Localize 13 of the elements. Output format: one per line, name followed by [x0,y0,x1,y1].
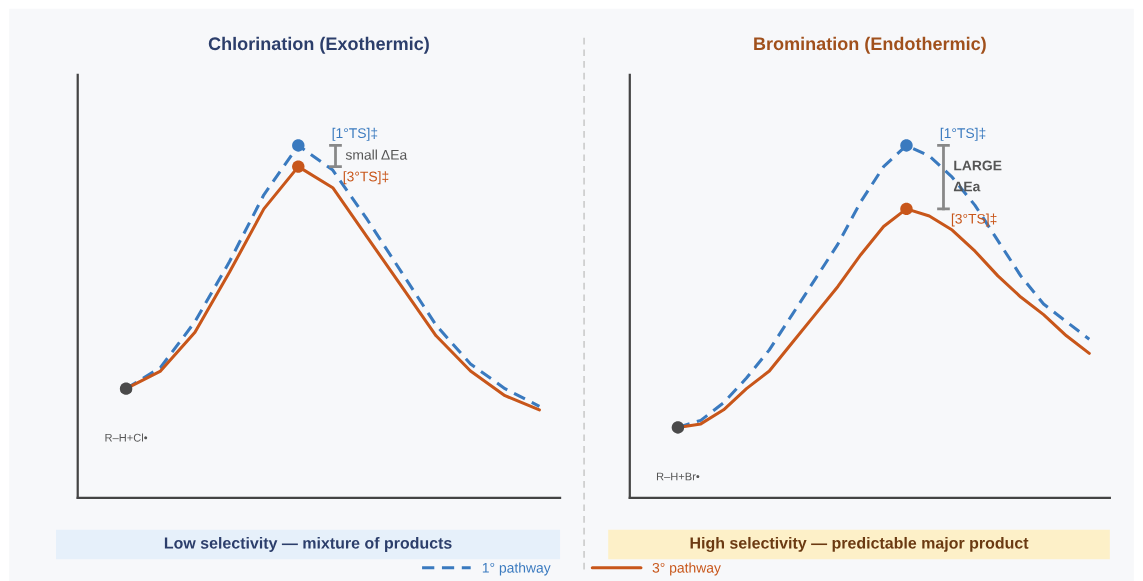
legend-label: 3° pathway [652,562,721,576]
annotation: R–H+Cl• [105,433,148,442]
annotation: R–H+Br• [656,472,700,481]
text: [1°TS]‡ [332,127,378,141]
chart-title: Chlorination (Exothermic) [208,36,429,54]
annotation: small ΔEa [345,149,408,160]
chart-title: Bromination (Endothermic) [754,36,986,54]
legend-label: 1° pathway [482,562,551,576]
annotation: [3°TS]‡ [343,171,389,185]
annotation: LARGE ΔEa [953,160,1002,192]
text: Low selectivity — mixture of products [164,537,452,552]
text: High selectivity — predictable major product [690,536,1029,552]
text: [1°TS]‡ [940,127,986,141]
